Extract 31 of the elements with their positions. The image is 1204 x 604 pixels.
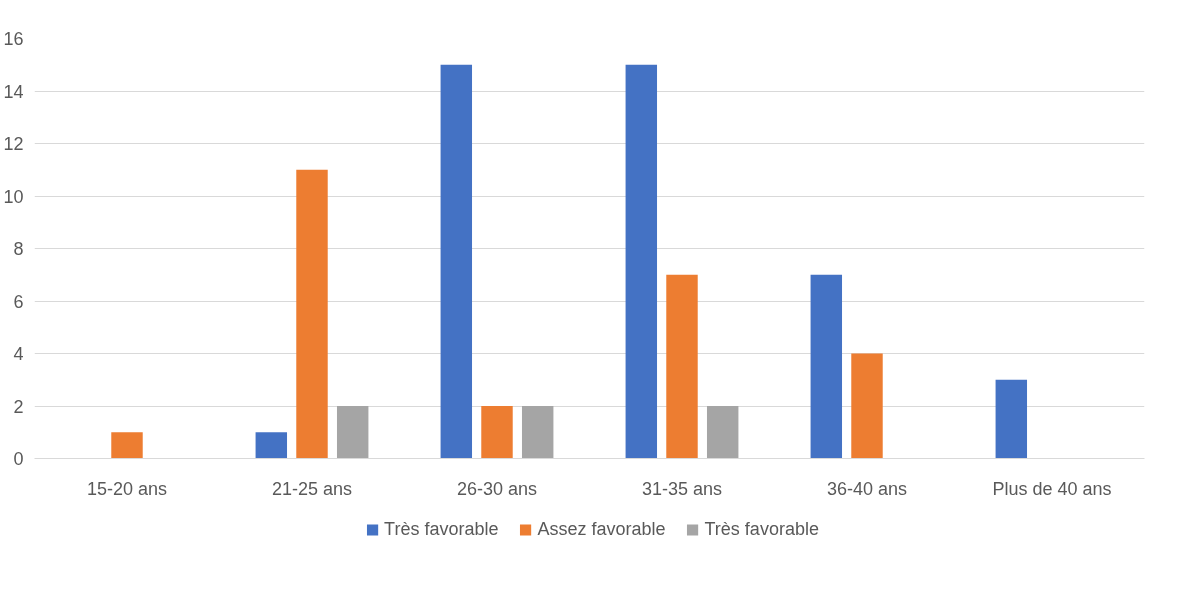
x-tick-label: 21-25 ans [271,478,353,499]
bar [296,169,328,459]
y-tick-label: 10 [3,186,24,207]
bar [851,353,883,459]
y-tick-label: 12 [3,134,24,154]
bar [111,432,143,459]
x-tick-label: 36-40 ans [826,478,908,499]
bar [666,274,698,459]
bar [336,406,369,459]
x-tick-label: Plus de 40 ans [992,478,1112,499]
bar [521,406,554,459]
x-tick-label: 26-30 ans [456,478,538,499]
bar [255,432,288,459]
bar [706,406,739,459]
bar [440,64,473,459]
y-tick-label: 14 [3,81,24,102]
bar [481,406,513,459]
bar [625,64,658,459]
y-tick-label: 4 [13,344,24,364]
legend-label: Très favorable [704,518,819,540]
y-tick-label: 16 [3,29,24,49]
y-tick-label: 2 [13,396,24,417]
legend-label: Très favorable [384,518,499,540]
x-tick-label: 15-20 ans [86,478,168,499]
y-tick-label: 8 [13,239,24,259]
bar [995,379,1028,459]
bar [810,274,843,459]
x-tick-label: 31-35 ans [641,478,723,499]
y-tick-label: 6 [13,291,24,312]
legend-label: Assez favorable [537,518,666,540]
y-tick-label: 0 [13,449,24,469]
